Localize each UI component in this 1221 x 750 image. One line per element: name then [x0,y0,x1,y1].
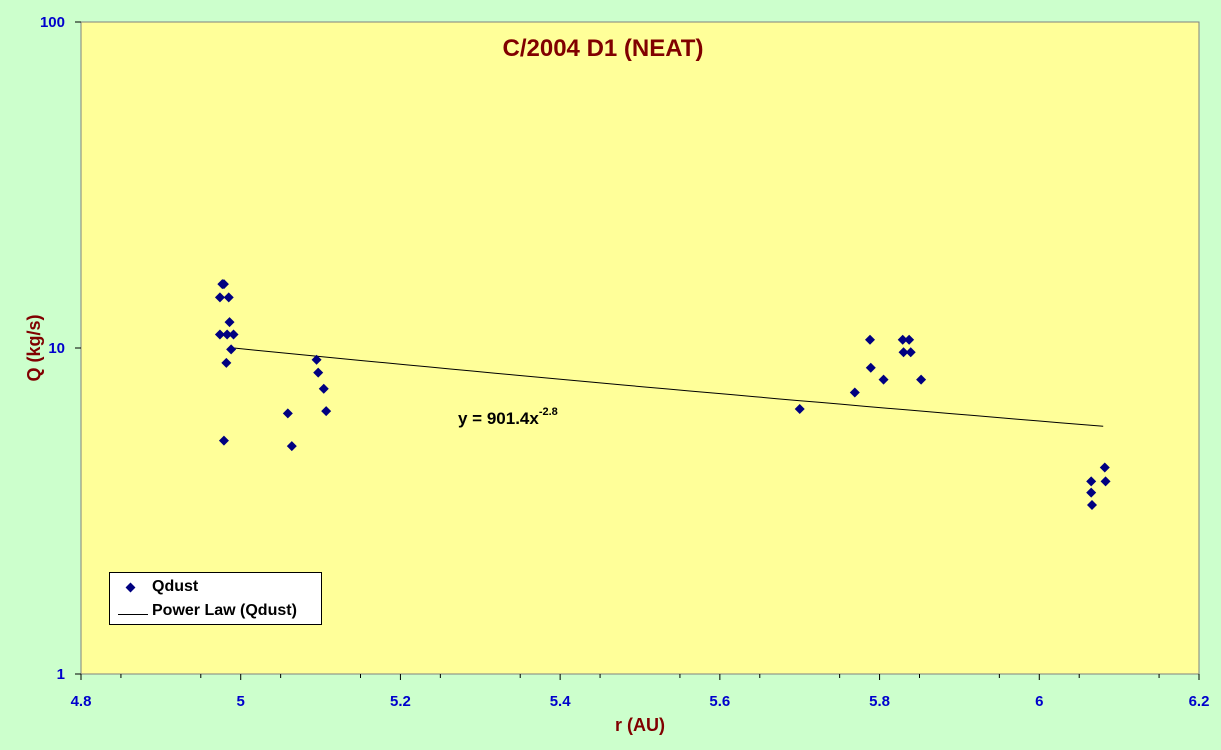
data-point [1099,462,1110,473]
equation-exponent: -2.8 [539,406,558,418]
data-point [1086,499,1097,510]
legend-label-qdust: Qdust [152,578,199,595]
y-tick-label: 1 [57,666,65,683]
data-points [214,279,1111,510]
data-point [865,362,876,373]
data-point [228,329,239,340]
data-point [226,344,237,355]
data-point [221,357,232,368]
y-tick-label: 10 [48,340,65,357]
data-point [224,317,235,328]
data-point [849,387,860,398]
x-tick-label: 5.6 [709,693,730,710]
axes [75,21,1200,680]
trendline [232,347,1104,427]
power-law-line [232,347,1104,427]
data-point [1086,487,1097,498]
data-point [897,334,908,345]
legend: Qdust Power Law (Qdust) [109,572,322,625]
data-point [214,329,225,340]
data-point [864,334,875,345]
legend-item-power-law: Power Law (Qdust) [110,600,321,624]
data-point [904,334,915,345]
trendline-swatch [118,614,148,615]
data-point [916,374,927,385]
data-point [282,408,293,419]
chart-title: C/2004 D1 (NEAT) [503,35,704,62]
data-point [222,329,233,340]
equation-base: y = 901.4x [458,409,539,428]
data-point [1100,476,1111,487]
x-tick-label: 5 [237,693,245,710]
data-point [318,383,329,394]
trendline-equation: y = 901.4x-2.8 [458,406,558,428]
data-point [223,292,234,303]
data-point [313,367,324,378]
x-tick-label: 5.2 [390,693,411,710]
x-tick-label: 6 [1035,693,1043,710]
legend-item-qdust: Qdust [110,576,321,600]
data-point [905,347,916,358]
x-tick-label: 5.8 [869,693,890,710]
diamond-marker-icon [125,582,136,593]
plot-area [80,21,1200,675]
y-tick-label: 100 [40,14,65,31]
data-point [1086,476,1097,487]
data-point [321,406,332,417]
data-point [218,279,229,290]
data-point [218,435,229,446]
data-point [214,292,225,303]
x-tick-label: 4.8 [71,693,92,710]
x-axis-title: r (AU) [615,715,665,735]
data-point [794,403,805,414]
data-point [286,441,297,452]
data-point [311,354,322,365]
legend-label-power-law: Power Law (Qdust) [152,602,297,619]
tick-labels: 4.8 5 5.2 5.4 5.6 5.8 6 6.2 1 10 100 [40,14,1209,710]
y-axis-title: Q (kg/s) [24,314,44,381]
data-point [878,374,889,385]
x-tick-label: 5.4 [550,693,572,710]
data-point [898,347,909,358]
x-tick-label: 6.2 [1189,693,1210,710]
